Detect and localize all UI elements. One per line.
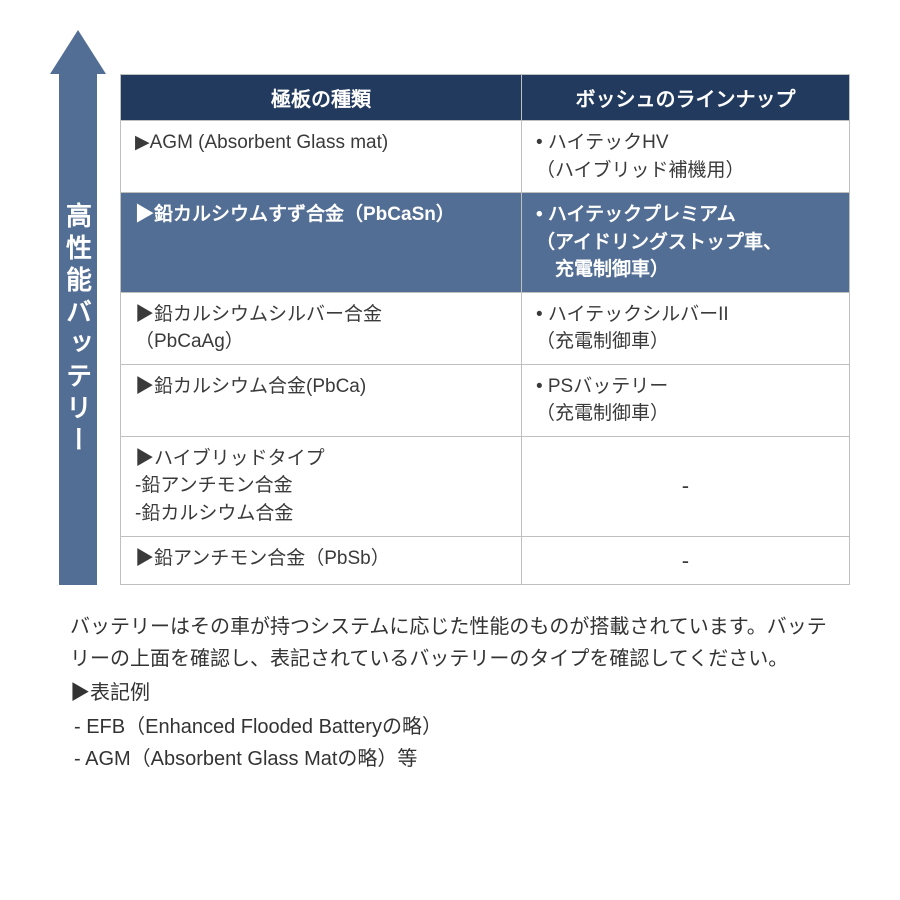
- table-header-row: 極板の種類 ボッシュのラインナップ: [121, 75, 850, 121]
- header-plate-type: 極板の種類: [121, 75, 522, 121]
- table-body: ▶AGM (Absorbent Glass mat)• ハイテックHV（ハイブリ…: [121, 121, 850, 585]
- arrow-shaft: 高性能バッテリー: [59, 74, 97, 585]
- main-content: 高性能バッテリー 極板の種類 ボッシュのラインナップ ▶AGM (Absorbe…: [50, 30, 850, 585]
- footer-example-heading: ▶表記例: [70, 677, 830, 709]
- cell-lineup: -: [521, 536, 849, 585]
- cell-plate-type: ▶鉛カルシウムすず合金（PbCaSn）: [121, 193, 522, 293]
- table-row: ▶AGM (Absorbent Glass mat)• ハイテックHV（ハイブリ…: [121, 121, 850, 193]
- cell-plate-type: ▶鉛カルシウムシルバー合金（PbCaAg）: [121, 292, 522, 364]
- battery-table-wrapper: 極板の種類 ボッシュのラインナップ ▶AGM (Absorbent Glass …: [120, 30, 850, 585]
- table-row: ▶鉛アンチモン合金（PbSb）-: [121, 536, 850, 585]
- cell-lineup: • ハイテックシルバーII（充電制御車）: [521, 292, 849, 364]
- cell-lineup: • ハイテックプレミアム（アイドリングストップ車、 充電制御車）: [521, 193, 849, 293]
- footer-notes: バッテリーはその車が持つシステムに応じた性能のものが搭載されています。バッテリー…: [50, 611, 850, 775]
- cell-lineup: • PSバッテリー（充電制御車）: [521, 364, 849, 436]
- cell-plate-type: ▶AGM (Absorbent Glass mat): [121, 121, 522, 193]
- footer-example-list: - EFB（Enhanced Flooded Batteryの略）- AGM（A…: [74, 711, 830, 775]
- cell-lineup: • ハイテックHV（ハイブリッド補機用）: [521, 121, 849, 193]
- battery-table: 極板の種類 ボッシュのラインナップ ▶AGM (Absorbent Glass …: [120, 74, 850, 585]
- cell-plate-type: ▶鉛アンチモン合金（PbSb）: [121, 536, 522, 585]
- header-lineup: ボッシュのラインナップ: [521, 75, 849, 121]
- footer-example-item: - EFB（Enhanced Flooded Batteryの略）: [74, 711, 830, 743]
- table-row: ▶鉛カルシウムすず合金（PbCaSn）• ハイテックプレミアム（アイドリングスト…: [121, 193, 850, 293]
- table-row: ▶鉛カルシウムシルバー合金（PbCaAg）• ハイテックシルバーII（充電制御車…: [121, 292, 850, 364]
- table-row: ▶鉛カルシウム合金(PbCa)• PSバッテリー（充電制御車）: [121, 364, 850, 436]
- arrow-head-icon: [50, 30, 106, 74]
- arrow-label: 高性能バッテリー: [60, 202, 97, 458]
- table-row: ▶ハイブリッドタイプ -鉛アンチモン合金 -鉛カルシウム合金-: [121, 436, 850, 536]
- footer-paragraph: バッテリーはその車が持つシステムに応じた性能のものが搭載されています。バッテリー…: [70, 611, 830, 675]
- cell-lineup: -: [521, 436, 849, 536]
- cell-plate-type: ▶鉛カルシウム合金(PbCa): [121, 364, 522, 436]
- footer-example-item: - AGM（Absorbent Glass Matの略）等: [74, 743, 830, 775]
- performance-arrow: 高性能バッテリー: [50, 30, 106, 585]
- cell-plate-type: ▶ハイブリッドタイプ -鉛アンチモン合金 -鉛カルシウム合金: [121, 436, 522, 536]
